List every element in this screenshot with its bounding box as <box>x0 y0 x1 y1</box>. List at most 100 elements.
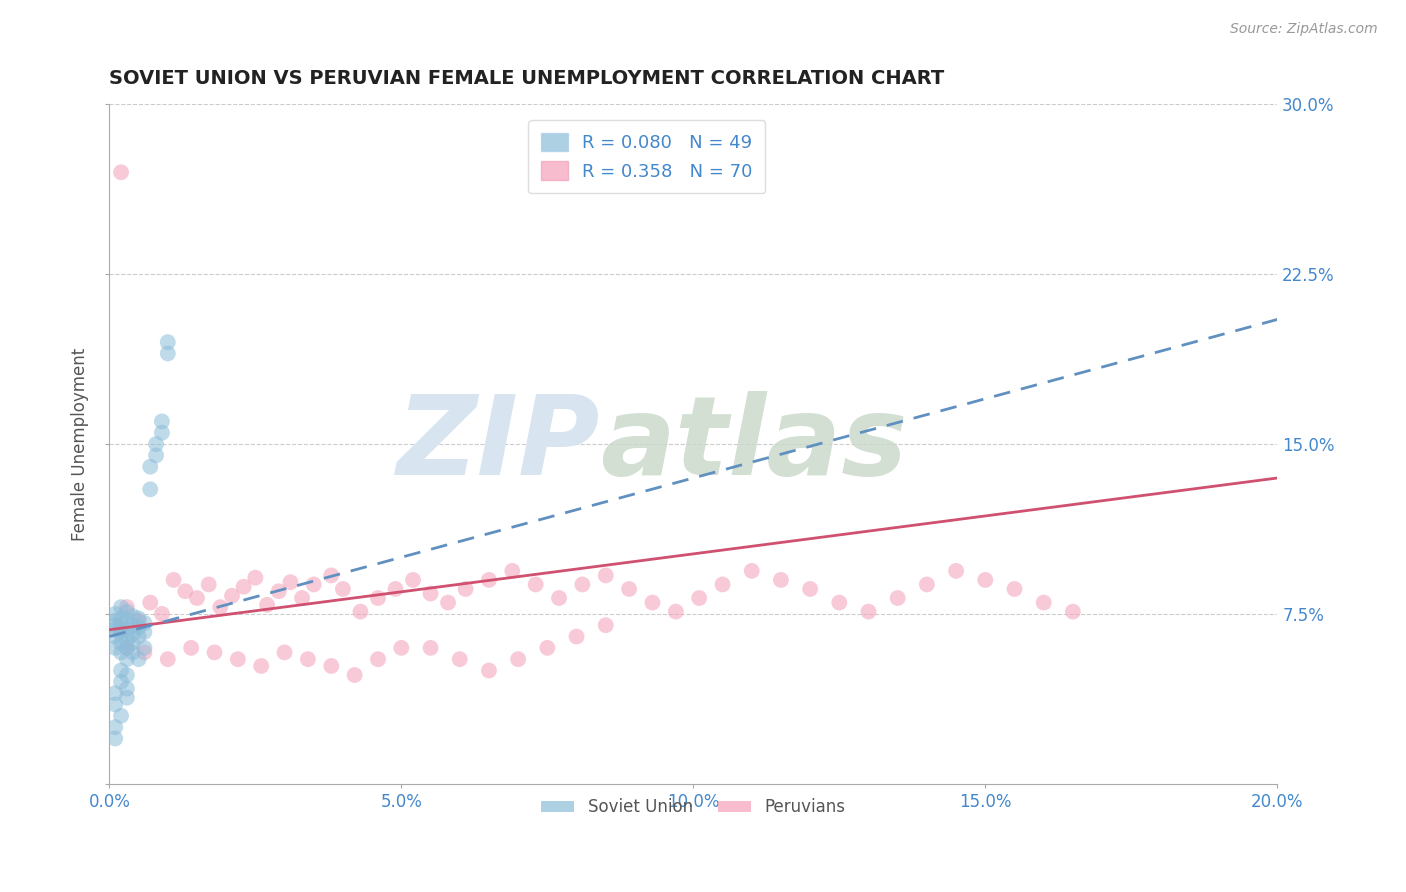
Point <box>115 632 138 646</box>
Text: Source: ZipAtlas.com: Source: ZipAtlas.com <box>1230 22 1378 37</box>
Point <box>134 645 156 659</box>
Point <box>186 591 208 605</box>
Point <box>110 636 132 650</box>
Point <box>250 659 273 673</box>
Point <box>162 573 184 587</box>
Legend: Soviet Union, Peruvians: Soviet Union, Peruvians <box>534 791 852 823</box>
Point <box>419 640 441 655</box>
Point <box>974 573 997 587</box>
Point <box>139 483 162 497</box>
Point <box>115 681 138 696</box>
Point <box>641 596 664 610</box>
Point <box>204 645 226 659</box>
Point <box>104 623 127 637</box>
Point <box>886 591 908 605</box>
Point <box>134 640 156 655</box>
Point <box>128 614 150 628</box>
Point <box>115 640 138 655</box>
Point <box>150 425 173 440</box>
Point <box>536 640 558 655</box>
Point <box>478 664 501 678</box>
Point <box>1032 596 1054 610</box>
Point <box>478 573 501 587</box>
Text: atlas: atlas <box>600 391 907 498</box>
Point <box>110 674 132 689</box>
Point <box>437 596 460 610</box>
Point <box>115 614 138 628</box>
Point <box>321 568 343 582</box>
Point <box>232 580 254 594</box>
Point <box>302 577 325 591</box>
Text: ZIP: ZIP <box>396 391 600 498</box>
Point <box>741 564 763 578</box>
Y-axis label: Female Unemployment: Female Unemployment <box>72 347 89 541</box>
Point <box>343 668 366 682</box>
Point <box>145 449 167 463</box>
Point <box>1062 605 1084 619</box>
Point <box>711 577 734 591</box>
Point <box>799 582 821 596</box>
Point <box>150 414 173 428</box>
Point <box>115 652 138 666</box>
Point <box>267 584 290 599</box>
Point <box>454 582 477 596</box>
Point <box>145 437 167 451</box>
Point <box>110 623 132 637</box>
Point <box>128 620 150 634</box>
Point <box>945 564 967 578</box>
Point <box>384 582 406 596</box>
Point <box>273 645 295 659</box>
Point <box>115 690 138 705</box>
Point <box>110 618 132 632</box>
Point <box>501 564 523 578</box>
Point <box>104 640 127 655</box>
Point <box>110 165 132 179</box>
Point <box>134 625 156 640</box>
Point <box>104 618 127 632</box>
Point <box>209 600 232 615</box>
Point <box>915 577 938 591</box>
Point <box>156 652 179 666</box>
Point <box>367 591 389 605</box>
Text: SOVIET UNION VS PERUVIAN FEMALE UNEMPLOYMENT CORRELATION CHART: SOVIET UNION VS PERUVIAN FEMALE UNEMPLOY… <box>110 69 945 87</box>
Point <box>110 611 132 625</box>
Point <box>297 652 319 666</box>
Point <box>402 573 425 587</box>
Point <box>571 577 593 591</box>
Point <box>156 346 179 360</box>
Point <box>174 584 197 599</box>
Point <box>115 605 138 619</box>
Point <box>769 573 792 587</box>
Point <box>110 645 132 659</box>
Point <box>828 596 851 610</box>
Point <box>367 652 389 666</box>
Point <box>617 582 640 596</box>
Point <box>139 459 162 474</box>
Point <box>115 600 138 615</box>
Point <box>280 575 302 590</box>
Point <box>156 335 179 350</box>
Point <box>548 591 571 605</box>
Point <box>349 605 371 619</box>
Point <box>104 607 127 621</box>
Point <box>121 627 143 641</box>
Point <box>104 614 127 628</box>
Point <box>134 615 156 630</box>
Point <box>115 640 138 655</box>
Point <box>197 577 219 591</box>
Point <box>115 623 138 637</box>
Point <box>291 591 314 605</box>
Point <box>139 596 162 610</box>
Point <box>150 607 173 621</box>
Point <box>104 731 127 746</box>
Point <box>595 618 617 632</box>
Point <box>389 640 412 655</box>
Point <box>524 577 547 591</box>
Point <box>321 659 343 673</box>
Point <box>508 652 530 666</box>
Point <box>128 611 150 625</box>
Point <box>121 645 143 659</box>
Point <box>565 630 588 644</box>
Point <box>128 630 150 644</box>
Point <box>688 591 710 605</box>
